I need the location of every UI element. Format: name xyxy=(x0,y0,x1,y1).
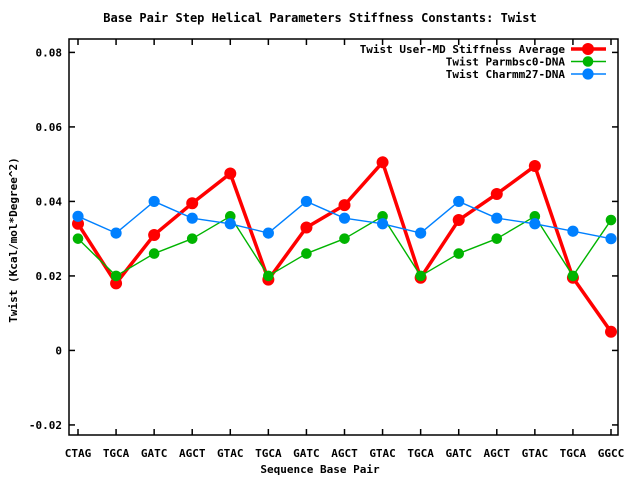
data-point xyxy=(186,233,198,244)
data-point xyxy=(376,156,389,169)
y-tick-label: 0.08 xyxy=(36,46,63,59)
data-point xyxy=(148,228,161,241)
data-point xyxy=(339,233,350,244)
data-point xyxy=(452,214,465,227)
x-tick-label: GTAC xyxy=(522,447,549,460)
data-point xyxy=(453,195,465,208)
y-axis-ticks: 0.08 0.06 0.04 0.02 0 -0.02 xyxy=(29,46,618,432)
legend-marker xyxy=(582,68,594,80)
data-point xyxy=(301,248,312,259)
y-tick-label: 0.02 xyxy=(36,270,63,283)
data-point xyxy=(110,270,122,282)
x-tick-label: TGCA xyxy=(103,447,130,460)
data-point xyxy=(415,270,426,282)
plot-frame xyxy=(68,38,619,436)
data-point xyxy=(300,195,313,208)
data-point xyxy=(376,218,389,230)
data-point xyxy=(605,233,617,245)
data-point xyxy=(224,167,237,180)
x-tick-label: CTAG xyxy=(65,447,92,460)
x-tick-label: GGCC xyxy=(598,447,625,460)
data-point xyxy=(415,227,427,239)
data-series xyxy=(72,156,617,338)
legend-marker xyxy=(582,56,594,67)
y-tick-label: -0.02 xyxy=(29,419,62,432)
data-point xyxy=(338,199,351,212)
y-tick-label: 0 xyxy=(55,344,62,357)
data-point xyxy=(186,212,198,224)
legend-marker xyxy=(582,43,594,55)
data-point xyxy=(148,248,160,259)
data-point xyxy=(224,218,236,230)
x-tick-label: GTAC xyxy=(217,447,244,460)
data-point xyxy=(491,212,503,224)
x-tick-label: TGCA xyxy=(407,447,434,460)
data-point xyxy=(300,221,313,234)
data-point xyxy=(567,225,579,237)
x-tick-label: TGCA xyxy=(255,447,282,460)
data-point xyxy=(605,325,617,338)
legend-label: Twist Charmm27-DNA xyxy=(446,68,566,81)
data-point xyxy=(110,227,122,239)
data-point xyxy=(110,277,123,290)
x-tick-label: GATC xyxy=(141,447,168,460)
legend-label: Twist Parmbsc0-DNA xyxy=(446,56,566,69)
x-tick-label: TGCA xyxy=(560,447,587,460)
data-point xyxy=(72,210,84,222)
data-point xyxy=(529,218,541,230)
data-point xyxy=(148,195,160,208)
y-axis-title: Twist (Kcal/mol*Degree^2) xyxy=(7,157,20,323)
y-tick-label: 0.04 xyxy=(36,195,63,208)
x-axis-title: Sequence Base Pair xyxy=(260,463,380,476)
data-point xyxy=(186,197,199,210)
data-point xyxy=(262,227,274,239)
legend-label: Twist User-MD Stiffness Average xyxy=(360,43,566,56)
data-point xyxy=(338,212,351,224)
chart-title: Base Pair Step Helical Parameters Stiffn… xyxy=(103,11,536,25)
data-point xyxy=(453,248,465,259)
x-tick-label: AGCT xyxy=(179,447,206,460)
x-axis-ticks: CTAG TGCA GATC AGCT GTAC TGCA GATC AGCT GTAC TGCA… xyxy=(65,39,625,460)
y-tick-label: 0.06 xyxy=(36,121,63,134)
x-tick-label: GTAC xyxy=(369,447,396,460)
data-point xyxy=(491,233,503,244)
data-point xyxy=(490,187,503,200)
data-point xyxy=(263,270,274,282)
data-point xyxy=(72,233,84,244)
data-point xyxy=(605,214,617,226)
x-tick-label: GATC xyxy=(445,447,472,460)
series-line-0 xyxy=(76,160,613,334)
x-tick-label: GATC xyxy=(293,447,320,460)
x-tick-label: AGCT xyxy=(484,447,511,460)
x-tick-label: AGCT xyxy=(331,447,358,460)
data-point xyxy=(528,160,541,173)
data-point xyxy=(567,270,579,282)
